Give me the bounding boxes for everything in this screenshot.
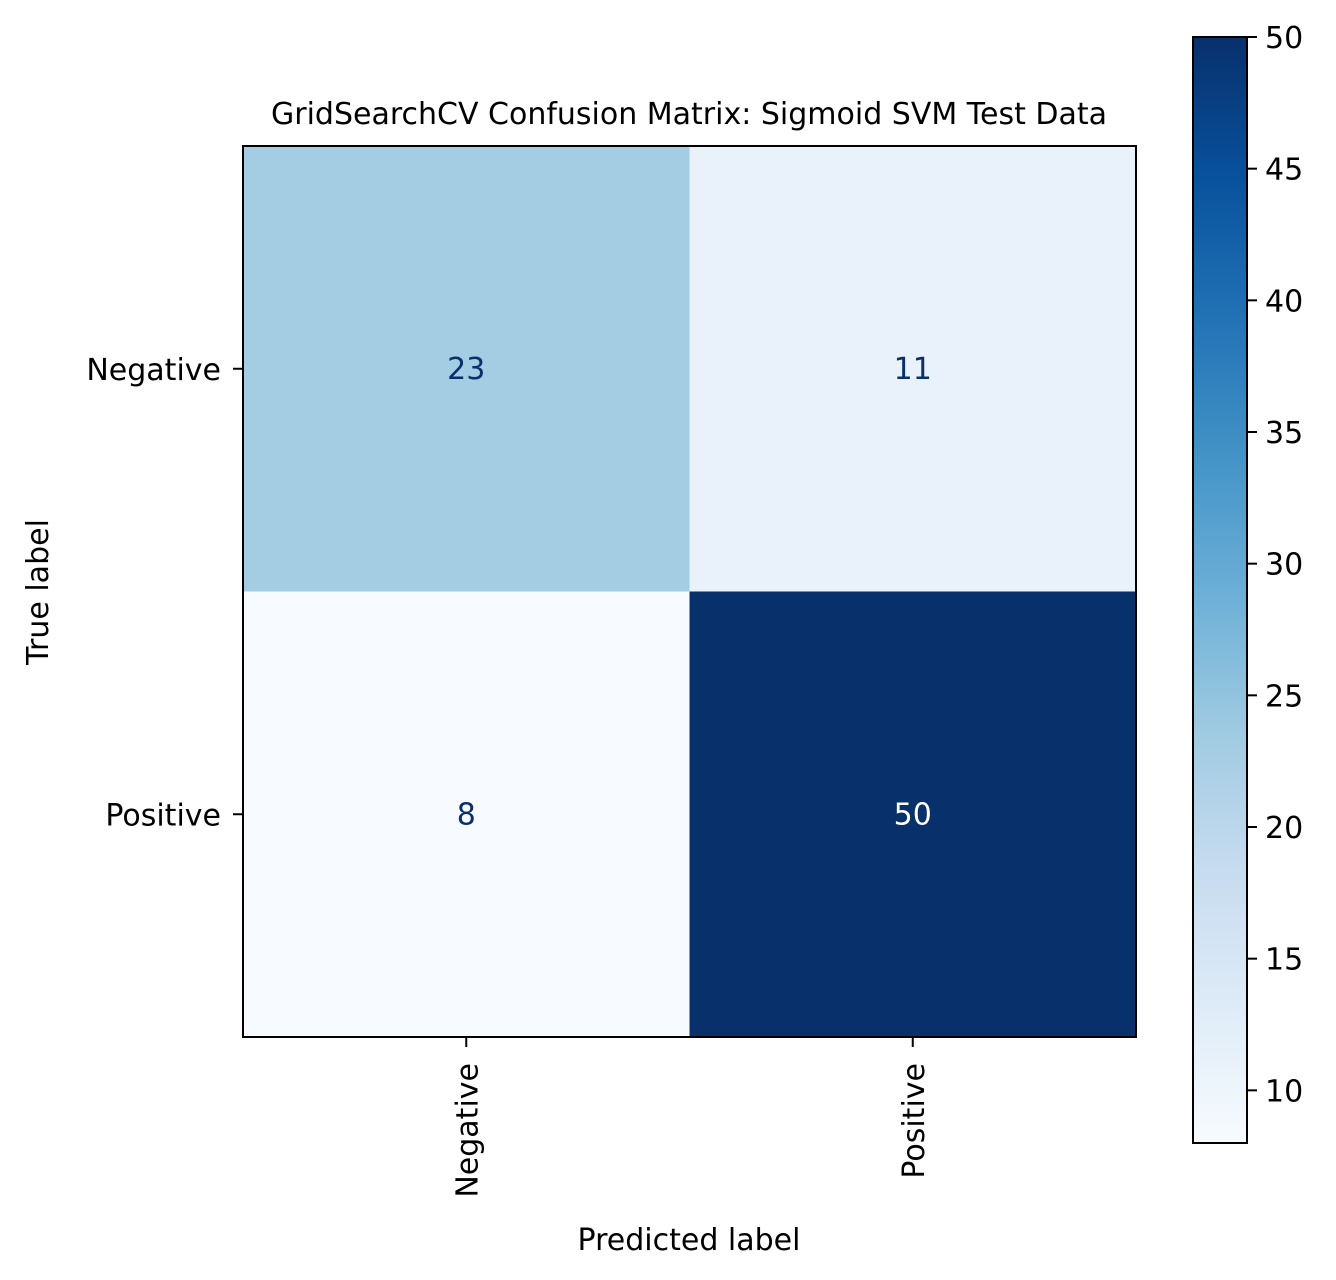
chart-title: GridSearchCV Confusion Matrix: Sigmoid S… [271, 97, 1107, 132]
colorbar-tick-label: 35 [1265, 416, 1303, 451]
colorbar-tick-label: 20 [1265, 811, 1303, 846]
cell-value-label: 23 [447, 352, 485, 387]
y-tick-label: Positive [105, 798, 221, 833]
y-tick-label: Negative [86, 353, 221, 388]
matrix-cell [243, 591, 690, 1038]
matrix-cell [689, 146, 1137, 592]
colorbar-tick-label: 10 [1265, 1074, 1303, 1109]
y-axis-ticks: Negative Positive [86, 353, 243, 833]
x-axis-ticks: Negative Positive [450, 1037, 932, 1198]
colorbar-tick-label: 45 [1265, 153, 1303, 188]
matrix-cell [689, 591, 1137, 1038]
colorbar-tick-label: 50 [1265, 21, 1303, 56]
colorbar-tick-label: 15 [1265, 943, 1303, 978]
x-axis-label: Predicted label [578, 1223, 801, 1258]
matrix-cells [243, 146, 1137, 1038]
matrix-cell [243, 146, 690, 592]
plot-frame [242, 145, 1137, 1038]
x-tick-label: Positive [897, 1063, 932, 1179]
matrix-cell-labels: 23 11 8 50 [447, 352, 932, 833]
colorbar-ticks: 10 15 20 25 30 35 40 45 50 [1247, 21, 1303, 1109]
y-axis-label: True label [21, 519, 56, 666]
colorbar-tick-label: 25 [1265, 679, 1303, 714]
cell-value-label: 50 [894, 797, 932, 832]
colorbar-tick-label: 30 [1265, 548, 1303, 583]
x-tick-label: Negative [450, 1063, 485, 1198]
cell-value-label: 8 [457, 797, 476, 832]
cell-value-label: 11 [894, 352, 932, 387]
colorbar-tick-label: 40 [1265, 284, 1303, 319]
colorbar [1192, 36, 1248, 1144]
